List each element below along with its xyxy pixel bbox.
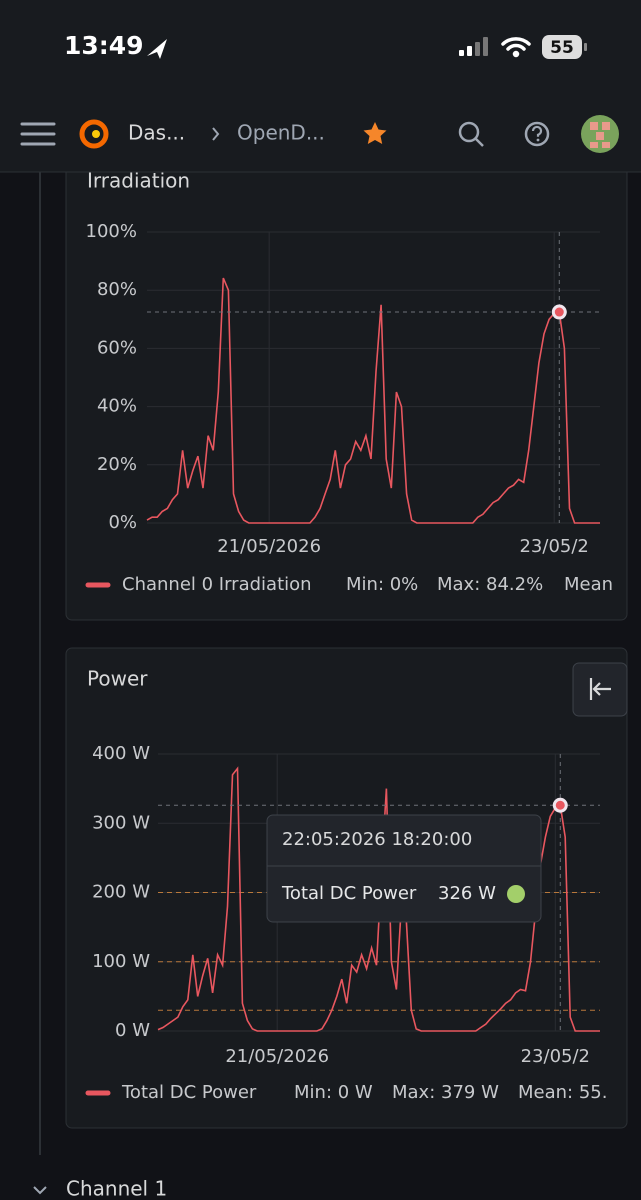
y-tick-label: 0%: [108, 512, 137, 533]
legend-stat: Mean: [564, 574, 613, 595]
y-tick-label: 20%: [97, 454, 137, 475]
chevron-icon: [33, 1186, 47, 1195]
search-button[interactable]: [458, 121, 484, 147]
tooltip-value: 326 W: [438, 883, 496, 904]
panel-title: Irradiation: [87, 169, 190, 193]
panel-content: Irradiation 0% 20% 40% 60% 80% 100% 21/05/2026 2…: [85, 169, 613, 595]
x-tick-label: 23/05/2: [521, 1046, 590, 1067]
tooltip-series: Total DC Power: [281, 883, 417, 904]
series-line: [146, 277, 600, 524]
expand-button[interactable]: [572, 662, 628, 717]
x-tick-label: 23/05/2: [519, 536, 588, 557]
row-title: Channel 1: [66, 1177, 167, 1200]
y-tick-label: 80%: [97, 279, 137, 300]
panels: Irradiation 0% 20% 40% 60% 80% 100% 21/05/2026 2…: [65, 149, 628, 1129]
breadcrumb-link[interactable]: Das...: [128, 121, 185, 145]
tooltip-swatch: [507, 885, 525, 903]
battery-tip: [584, 43, 587, 51]
breadcrumb-separator: [212, 127, 220, 141]
y-tick-label: 40%: [97, 396, 137, 417]
legend-stat: Min: 0%: [346, 574, 418, 595]
star-button[interactable]: [363, 122, 387, 144]
user-avatar[interactable]: [581, 115, 619, 153]
help-button[interactable]: [524, 121, 550, 147]
y-tick-label: 0 W: [115, 1020, 150, 1041]
y-tick-label: 400 W: [92, 743, 150, 764]
y-tick-label: 300 W: [92, 812, 150, 833]
tooltip: [266, 814, 542, 923]
clock: 13:49: [64, 31, 144, 60]
x-tick-label: 21/05/2026: [225, 1046, 329, 1067]
breadcrumb-current[interactable]: OpenD...: [237, 121, 325, 145]
legend-stat: Min: 0 W: [294, 1082, 373, 1103]
location-icon: [147, 39, 167, 59]
y-tick-label: 60%: [97, 337, 137, 358]
y-tick-label: 200 W: [92, 882, 150, 903]
hover-point: [552, 797, 568, 813]
signal-icon: [459, 37, 488, 56]
y-tick-label: 100%: [86, 221, 137, 242]
collapse-icon: [589, 678, 611, 700]
tooltip-title: 22:05:2026 18:20:00: [282, 829, 472, 850]
x-tick-label: 21/05/2026: [217, 536, 321, 557]
battery-icon: [542, 35, 582, 59]
legend-label[interactable]: Total DC Power: [121, 1082, 257, 1103]
grafana-logo[interactable]: [79, 119, 109, 149]
menu-button[interactable]: [20, 122, 56, 146]
wifi-icon: [501, 37, 531, 58]
top-bar: [0, 0, 641, 172]
legend-stat: Max: 84.2%: [437, 574, 543, 595]
legend-stat: Max: 379 W: [392, 1082, 499, 1103]
row-header[interactable]: Channel 1: [33, 1177, 167, 1200]
y-tick-label: 100 W: [92, 951, 150, 972]
legend-label[interactable]: Channel 0 Irradiation: [122, 574, 312, 595]
panel-title: Power: [87, 667, 148, 691]
hover-point: [551, 304, 567, 320]
battery-level: 55: [550, 38, 574, 58]
legend-stat: Mean: 55.: [518, 1082, 607, 1103]
panel-content: Power 0 W 100 W 200 W 300 W 400 W 21/05/2026 23…: [85, 667, 607, 1103]
